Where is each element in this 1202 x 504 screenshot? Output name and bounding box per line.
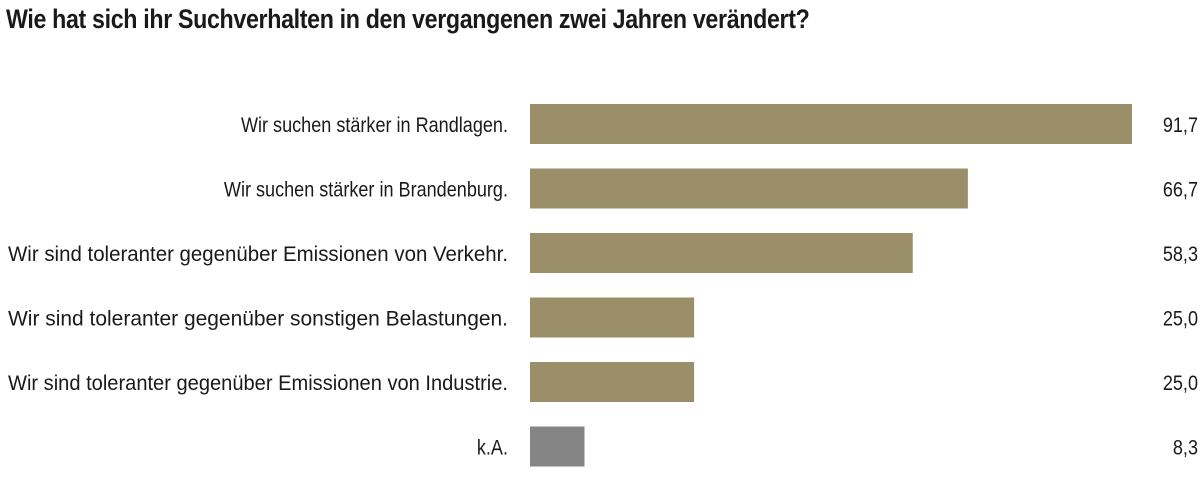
chart-title: Wie hat sich ihr Suchverhalten in den ve… <box>6 4 810 34</box>
bar-3 <box>530 233 913 273</box>
bar-1 <box>530 104 1132 144</box>
value-label-1: 91,7 <box>1163 114 1198 137</box>
category-label-1: Wir suchen stärker in Randlagen. <box>241 114 508 137</box>
category-label-4: Wir sind toleranter gegenüber sonstigen … <box>8 308 508 331</box>
bar-2 <box>530 168 968 209</box>
labels-layer: Wir suchen stärker in Randlagen. 91,7 Wir … <box>8 114 1198 460</box>
value-label-4: 25,0 <box>1163 308 1198 331</box>
bars-layer <box>530 104 1132 467</box>
bar-4 <box>530 297 695 338</box>
bar-6 <box>530 426 585 467</box>
category-label-2: Wir suchen stärker in Brandenburg. <box>224 179 508 202</box>
value-label-3: 58,3 <box>1163 243 1198 266</box>
category-label-3: Wir sind toleranter gegenüber Emissionen… <box>8 243 508 266</box>
value-label-2: 66,7 <box>1163 179 1198 202</box>
bar-5 <box>530 362 695 402</box>
category-label-5: Wir sind toleranter gegenüber Emissionen… <box>8 372 508 395</box>
value-label-6: 8,3 <box>1173 437 1198 460</box>
value-label-5: 25,0 <box>1163 372 1198 395</box>
category-label-6: k.A. <box>477 437 508 460</box>
